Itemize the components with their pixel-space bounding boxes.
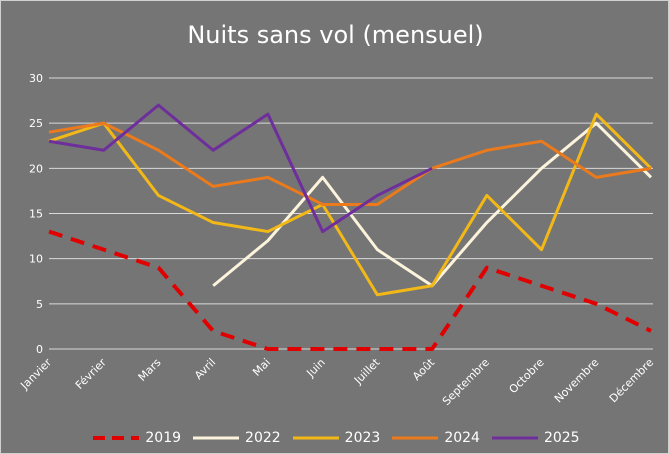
legend-swatch	[491, 436, 538, 440]
x-tick-label: Septembre	[440, 356, 492, 408]
x-tick-label: Juillet	[351, 355, 383, 387]
series-line-2019	[48, 229, 652, 351]
y-tick-label: 15	[29, 208, 43, 221]
legend-item-2022: 2022	[191, 430, 281, 446]
x-tick-label: Mars	[136, 356, 164, 384]
legend: 2019 2022 2023 2024 2025	[1, 430, 668, 446]
legend-label: 2019	[145, 430, 182, 446]
x-tick-label: Janvier	[17, 356, 54, 393]
y-tick-label: 25	[29, 117, 43, 130]
legend-item-2024: 2024	[390, 430, 480, 446]
legend-swatch	[392, 436, 439, 440]
series-line-2023	[48, 112, 653, 297]
legend-item-2019: 2019	[91, 430, 181, 446]
legend-swatch	[93, 436, 140, 440]
legend-label: 2025	[543, 430, 580, 446]
x-tick-label: Août	[410, 355, 438, 383]
legend-swatch	[292, 436, 339, 440]
legend-label: 2022	[245, 430, 281, 446]
legend-label: 2023	[344, 430, 381, 446]
x-tick-label: Décembre	[607, 356, 657, 406]
legend-item-2025: 2025	[490, 430, 580, 446]
y-tick-label: 30	[29, 72, 43, 85]
chart-title: Nuits sans vol (mensuel)	[187, 21, 484, 49]
y-tick-label: 10	[29, 253, 43, 266]
x-tick-label: Avril	[192, 356, 218, 382]
y-tick-label: 0	[36, 343, 43, 356]
x-tick-label: Mai	[250, 356, 273, 379]
legend-swatch	[193, 436, 240, 440]
legend-label: 2024	[444, 430, 480, 446]
series-line-2022	[212, 121, 653, 288]
y-tick-label: 5	[36, 298, 43, 311]
series-line-2025	[48, 103, 433, 234]
series-line-2024	[48, 121, 652, 206]
x-tick-label: Novembre	[552, 356, 602, 406]
y-tick-label: 20	[29, 162, 43, 175]
x-tick-label: Février	[73, 356, 109, 392]
legend-item-2023: 2023	[291, 430, 381, 446]
x-tick-label: Juin	[304, 356, 328, 380]
x-tick-label: Octobre	[507, 356, 547, 396]
